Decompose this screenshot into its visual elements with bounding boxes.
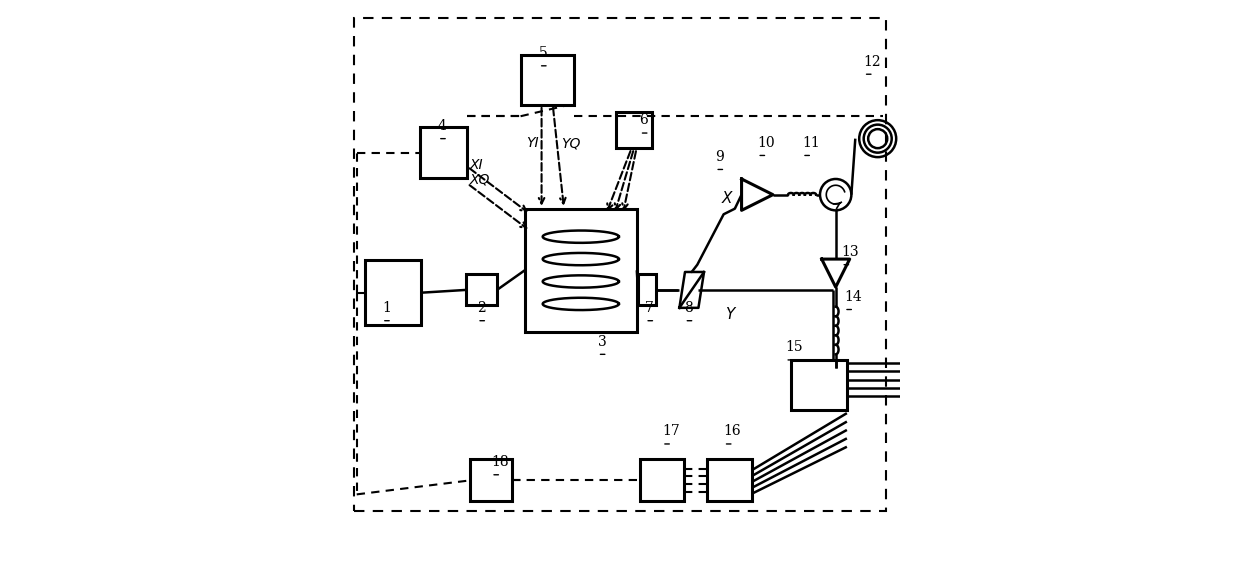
Polygon shape (822, 259, 849, 287)
Polygon shape (680, 272, 704, 308)
Text: 1: 1 (382, 301, 391, 315)
Text: 12: 12 (864, 55, 882, 69)
FancyBboxPatch shape (525, 209, 637, 332)
FancyBboxPatch shape (419, 127, 467, 178)
FancyBboxPatch shape (791, 360, 847, 410)
Text: 13: 13 (841, 245, 859, 259)
Text: 14: 14 (844, 290, 862, 304)
FancyBboxPatch shape (707, 459, 751, 502)
Text: X: X (722, 191, 732, 206)
Text: 15: 15 (785, 340, 802, 354)
FancyBboxPatch shape (470, 459, 512, 502)
Text: 6: 6 (640, 113, 649, 127)
Text: YI: YI (526, 136, 538, 150)
FancyBboxPatch shape (521, 55, 574, 105)
Text: XQ: XQ (470, 172, 490, 186)
Circle shape (820, 179, 852, 211)
FancyBboxPatch shape (640, 459, 684, 502)
Text: 11: 11 (802, 136, 820, 150)
Text: 16: 16 (724, 425, 742, 439)
Text: Y: Y (724, 307, 734, 321)
Text: XI: XI (470, 158, 484, 172)
Text: YQ: YQ (562, 136, 580, 150)
FancyBboxPatch shape (466, 275, 497, 305)
Text: 9: 9 (715, 150, 724, 164)
FancyBboxPatch shape (616, 112, 652, 149)
FancyBboxPatch shape (365, 261, 422, 325)
Text: 3: 3 (598, 335, 606, 348)
Text: 17: 17 (662, 425, 680, 439)
Text: 5: 5 (538, 46, 548, 60)
Text: 7: 7 (645, 301, 653, 315)
FancyBboxPatch shape (637, 275, 656, 305)
Text: 2: 2 (477, 301, 486, 315)
Text: 18: 18 (491, 455, 508, 469)
Polygon shape (742, 179, 773, 211)
Text: 4: 4 (438, 119, 446, 133)
Text: 10: 10 (758, 136, 775, 150)
Text: 8: 8 (684, 301, 693, 315)
